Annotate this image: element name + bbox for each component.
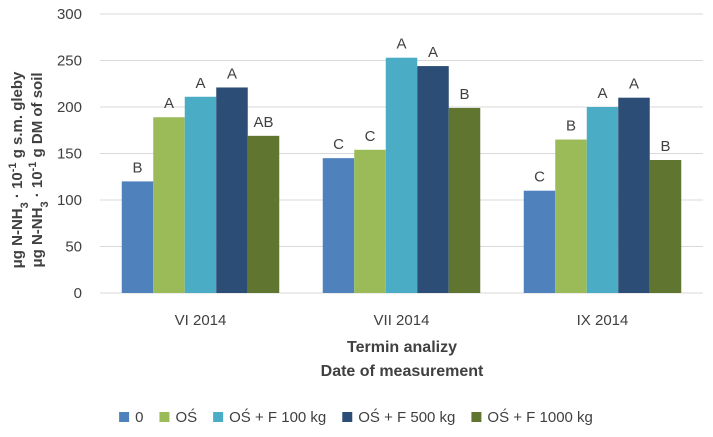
x-category-label: VI 2014 (175, 312, 227, 329)
x-category-label: IX 2014 (577, 312, 629, 329)
bar (586, 107, 619, 293)
bar (216, 87, 248, 293)
bar-significance-label: A (597, 85, 607, 102)
y-tick-label: 0 (74, 285, 82, 302)
bar (555, 139, 587, 293)
bar-significance-label: C (534, 169, 545, 186)
bar-significance-label: B (566, 118, 576, 135)
x-axis-title-line2: Date of measurement (321, 363, 484, 380)
y-tick-label: 100 (57, 192, 82, 209)
bar (153, 117, 185, 293)
bar-significance-label: C (333, 136, 344, 153)
bars (121, 57, 682, 294)
legend-label: OŚ + F 1000 kg (487, 408, 592, 426)
legend-label: OŚ (175, 408, 197, 426)
bar-significance-label: B (132, 159, 142, 176)
y-axis-title-line2: μg N-NH3 · 10-1 g DM of soil (27, 72, 51, 267)
legend-label: OŚ + F 100 kg (229, 408, 326, 426)
legend-swatch (119, 412, 130, 422)
legend: 0 OŚ OŚ + F 100 kg OŚ + F 500 kg OŚ + F 1000… (119, 408, 593, 426)
y-tick-label: 250 (57, 53, 82, 70)
bar-significance-label: A (164, 95, 174, 112)
bar (354, 149, 386, 293)
y-axis-title: μg N-NH3 · 10-1 g s.m. gleby μg N-NH3 · … (7, 71, 51, 268)
x-axis-categories: VI 2014 VII 2014 IX 2014 (175, 312, 629, 329)
bar (649, 160, 682, 293)
legend-label: 0 (135, 409, 143, 426)
bar (417, 66, 449, 293)
bar (184, 96, 217, 294)
bar (385, 57, 418, 294)
bar (247, 135, 280, 293)
bar-significance-label: A (396, 36, 406, 53)
y-tick-label: 200 (57, 99, 82, 116)
bar-significance-label: A (195, 75, 205, 92)
y-tick-label: 300 (57, 6, 82, 23)
y-tick-label: 50 (65, 239, 82, 256)
legend-swatch (342, 412, 353, 422)
legend-label: OŚ + F 500 kg (358, 408, 455, 426)
y-axis-ticks: 0 50 100 150 200 250 300 (57, 6, 82, 302)
legend-swatch (159, 412, 170, 422)
bar (121, 181, 154, 293)
bar-significance-label: B (459, 86, 469, 103)
bar-significance-label: AB (253, 114, 273, 131)
bar-significance-label: A (227, 65, 237, 82)
x-axis-title-line1: Termin analizy (347, 339, 457, 356)
bar (618, 97, 650, 293)
x-category-label: VII 2014 (374, 312, 430, 329)
y-axis-title-line1: μg N-NH3 · 10-1 g s.m. gleby (7, 71, 31, 268)
bar-significance-label: A (428, 44, 438, 61)
legend-swatch (471, 412, 482, 422)
bar (322, 158, 355, 293)
y-tick-label: 150 (57, 146, 82, 163)
legend-swatch (213, 412, 224, 422)
bar (523, 190, 556, 293)
bar (448, 107, 481, 294)
bar-significance-label: B (660, 138, 670, 155)
bar-significance-label: C (365, 128, 376, 145)
bar-significance-label: A (629, 76, 639, 93)
